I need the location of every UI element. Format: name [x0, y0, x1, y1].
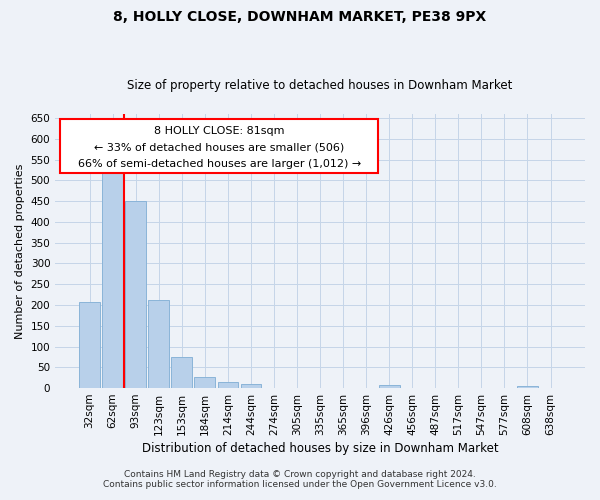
Y-axis label: Number of detached properties: Number of detached properties: [15, 164, 25, 338]
Text: Contains HM Land Registry data © Crown copyright and database right 2024.
Contai: Contains HM Land Registry data © Crown c…: [103, 470, 497, 489]
Bar: [517, 386, 538, 388]
Bar: [102, 168, 123, 388]
Bar: [79, 302, 100, 388]
Text: ← 33% of detached houses are smaller (506): ← 33% of detached houses are smaller (50…: [94, 143, 344, 153]
X-axis label: Distribution of detached houses by size in Downham Market: Distribution of detached houses by size …: [142, 442, 499, 455]
FancyBboxPatch shape: [61, 120, 379, 173]
Bar: [379, 384, 400, 388]
Text: 8, HOLLY CLOSE, DOWNHAM MARKET, PE38 9PX: 8, HOLLY CLOSE, DOWNHAM MARKET, PE38 9PX: [113, 10, 487, 24]
Bar: [148, 300, 169, 388]
Text: 8 HOLLY CLOSE: 81sqm: 8 HOLLY CLOSE: 81sqm: [154, 126, 284, 136]
Bar: [218, 382, 238, 388]
Bar: [241, 384, 262, 388]
Title: Size of property relative to detached houses in Downham Market: Size of property relative to detached ho…: [127, 79, 513, 92]
Bar: [194, 377, 215, 388]
Bar: [172, 357, 192, 388]
Text: 66% of semi-detached houses are larger (1,012) →: 66% of semi-detached houses are larger (…: [78, 159, 361, 169]
Bar: [125, 201, 146, 388]
